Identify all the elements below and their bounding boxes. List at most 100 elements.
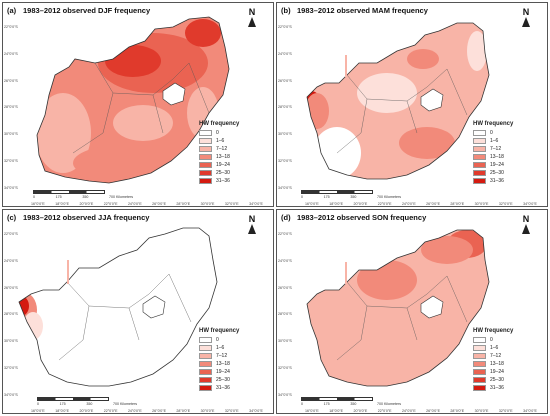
lon-labels: 16°0'0"E 18°0'0"E 20°0'0"E 22°0'0"E 24°0'0"E… — [31, 202, 263, 206]
scale-label: 175 — [323, 195, 330, 199]
legend-item: 25–30 — [199, 376, 257, 384]
legend-item: 25–30 — [473, 169, 531, 177]
scale-label: 700 Kilometers — [113, 402, 137, 406]
legend-label: 31–36 — [490, 178, 504, 184]
lon-label: 34°0'0"E — [249, 202, 263, 206]
north-label: N — [522, 7, 530, 17]
legend-rows: 0 1–6 7–12 13–18 19–24 25–30 31–36 — [199, 336, 257, 392]
legend-label: 25–30 — [216, 377, 230, 383]
lon-label: 34°0'0"E — [523, 202, 537, 206]
lon-label: 20°0'0"E — [79, 202, 94, 206]
legend-item: 7–12 — [473, 145, 531, 153]
legend-swatch — [199, 162, 212, 168]
lat-label: 32°0'0"S — [4, 366, 18, 371]
lat-label: 26°0'0"S — [278, 78, 292, 83]
lon-label: 16°0'0"E — [31, 409, 45, 413]
map-djf — [36, 16, 230, 184]
legend-item: 13–18 — [473, 360, 531, 368]
scale-label: 350 — [82, 195, 89, 199]
lon-label: 18°0'0"E — [55, 202, 70, 206]
legend-item: 19–24 — [473, 368, 531, 376]
lon-label: 16°0'0"E — [305, 202, 319, 206]
scale-label: 175 — [323, 402, 330, 406]
scale-label: 175 — [59, 402, 66, 406]
lat-label: 22°0'0"S — [278, 25, 292, 29]
legend-item: 13–18 — [473, 153, 531, 161]
lon-label: 26°0'0"E — [152, 202, 166, 206]
legend-swatch — [473, 162, 486, 168]
scale-label: 350 — [350, 195, 357, 199]
legend-swatch — [473, 138, 486, 144]
legend-item: 0 — [473, 129, 531, 137]
lon-labels: 16°0'0"E 18°0'0"E 20°0'0"E 22°0'0"E 24°0'0"E… — [31, 409, 263, 413]
lon-label: 24°0'0"E — [127, 202, 142, 206]
lat-label: 34°0'0"S — [278, 392, 292, 397]
legend-item: 25–30 — [199, 169, 257, 177]
lat-label: 32°0'0"S — [4, 159, 18, 164]
north-arrow-icon: N — [519, 7, 533, 27]
lon-label: 22°0'0"E — [377, 409, 392, 413]
lat-label: 24°0'0"S — [4, 51, 18, 56]
legend-label: 19–24 — [216, 162, 230, 168]
legend: HW frequency 0 1–6 7–12 13–18 19–24 25–30 31–3… — [473, 328, 531, 392]
legend-swatch — [199, 154, 212, 160]
legend-label: 25–30 — [490, 170, 504, 176]
panel-title-text: 1983–2012 observed MAM frequency — [297, 6, 428, 15]
lat-label: 22°0'0"S — [278, 232, 292, 236]
legend-label: 1–6 — [216, 345, 225, 351]
legend-label: 7–12 — [490, 353, 502, 359]
legend-swatch — [199, 377, 212, 383]
lon-labels: 16°0'0"E 18°0'0"E 20°0'0"E 22°0'0"E 24°0'0"E… — [305, 409, 537, 413]
lon-label: 32°0'0"E — [224, 202, 239, 206]
lon-label: 30°0'0"E — [474, 409, 489, 413]
panel-title: (a) — [7, 6, 17, 15]
lon-label: 32°0'0"E — [498, 409, 513, 413]
map-son — [306, 229, 490, 387]
scale-bar: 0 175 350 700 Kilometers — [33, 190, 133, 199]
legend-swatch — [473, 146, 486, 152]
lat-label: 26°0'0"S — [278, 285, 292, 290]
lat-label: 28°0'0"S — [4, 312, 18, 317]
legend-swatch — [473, 385, 486, 391]
map-panel-djf: (a) 1983–2012 observed DJF frequency N H… — [2, 2, 274, 207]
map-jja — [18, 227, 218, 387]
legend-item: 31–36 — [199, 384, 257, 392]
lon-label: 32°0'0"E — [498, 202, 513, 206]
legend-label: 0 — [216, 130, 219, 136]
map-mam — [306, 22, 490, 180]
panel-title: (d) — [281, 213, 291, 222]
panel-title-text: 1983–2012 observed JJA frequency — [23, 213, 150, 222]
panel-title-text: 1983–2012 observed DJF frequency — [23, 6, 151, 15]
legend-label: 0 — [490, 337, 493, 343]
scale-label: 0 — [301, 195, 303, 199]
lat-label: 24°0'0"S — [4, 258, 18, 263]
lon-label: 20°0'0"E — [353, 409, 368, 413]
lon-label: 28°0'0"E — [450, 202, 465, 206]
legend: HW frequency 0 1–6 7–12 13–18 19–24 25–30 31–3… — [199, 328, 257, 392]
legend-item: 7–12 — [199, 352, 257, 360]
legend-label: 7–12 — [216, 353, 228, 359]
legend-item: 19–24 — [473, 161, 531, 169]
lon-label: 22°0'0"E — [377, 202, 392, 206]
north-arrow-icon: N — [245, 214, 259, 234]
legend-swatch — [473, 369, 486, 375]
lat-labels: 22°0'0"S 24°0'0"S 26°0'0"S 28°0'0"S 30°0'0"S… — [278, 232, 292, 397]
legend-swatch — [199, 385, 212, 391]
legend-label: 0 — [490, 130, 493, 136]
lon-label: 16°0'0"E — [31, 202, 45, 206]
scale-label: 700 Kilometers — [377, 402, 401, 406]
legend-label: 13–18 — [216, 361, 230, 367]
lat-label: 30°0'0"S — [278, 132, 292, 137]
lon-label: 18°0'0"E — [329, 409, 344, 413]
lon-label: 28°0'0"E — [176, 409, 191, 413]
lon-label: 28°0'0"E — [450, 409, 465, 413]
legend-item: 13–18 — [199, 360, 257, 368]
lon-label: 30°0'0"E — [474, 202, 489, 206]
north-arrow-icon: N — [519, 214, 533, 234]
legend-item: 0 — [199, 129, 257, 137]
legend-label: 31–36 — [216, 385, 230, 391]
legend-label: 1–6 — [490, 345, 499, 351]
scale-label: 350 — [86, 402, 93, 406]
lat-label: 28°0'0"S — [4, 105, 18, 110]
lat-label: 26°0'0"S — [4, 78, 18, 83]
